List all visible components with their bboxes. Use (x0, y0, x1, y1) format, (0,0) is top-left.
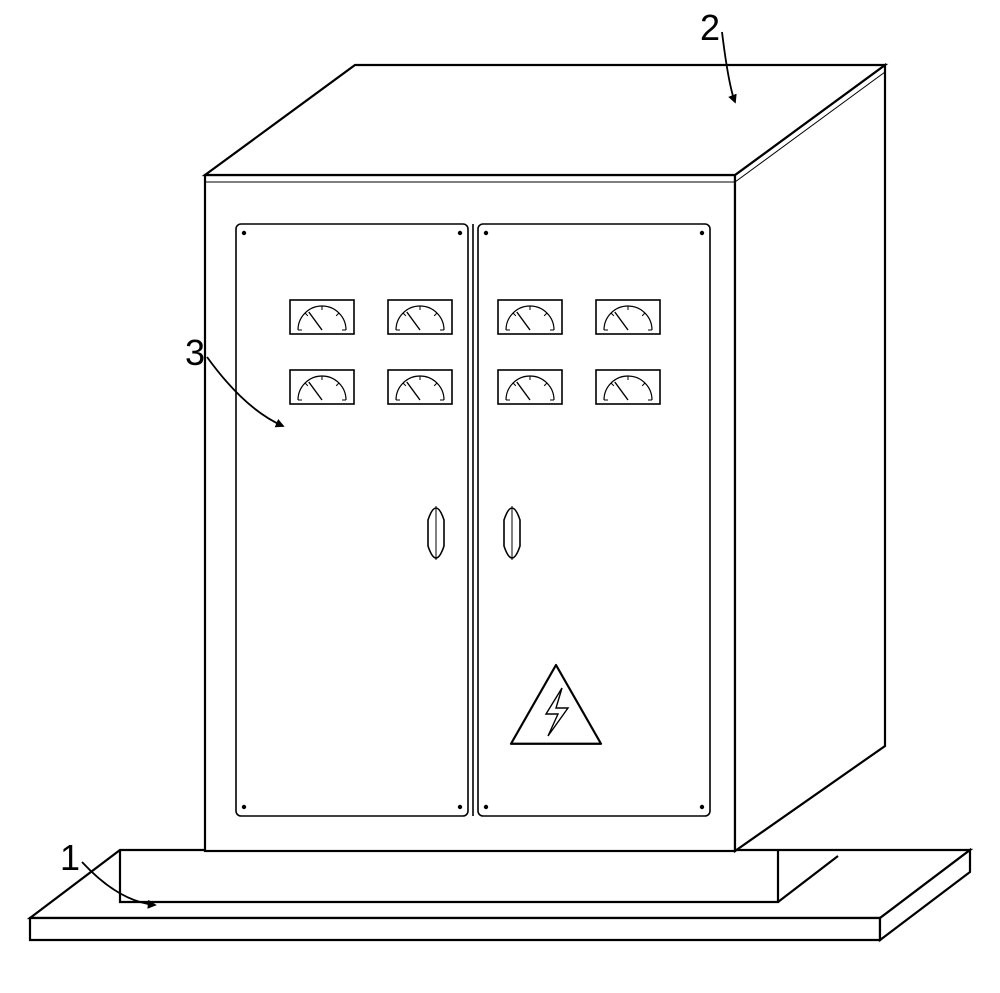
meter-gauge (290, 370, 354, 404)
meter-gauge (596, 370, 660, 404)
meter-gauge (596, 300, 660, 334)
callout-label-2: 2 (700, 7, 720, 48)
meter-gauge (388, 300, 452, 334)
meter-gauge (498, 300, 562, 334)
base-plate (30, 850, 970, 940)
meter-gauge (498, 370, 562, 404)
handle (428, 506, 444, 560)
callout-label-1: 1 (60, 837, 80, 878)
handle (504, 506, 520, 560)
diagram-canvas: 1 2 3 (0, 0, 1000, 993)
meter-gauge (388, 370, 452, 404)
callout-label-3: 3 (185, 332, 205, 373)
meter-gauge (290, 300, 354, 334)
cabinet-body (205, 65, 885, 851)
